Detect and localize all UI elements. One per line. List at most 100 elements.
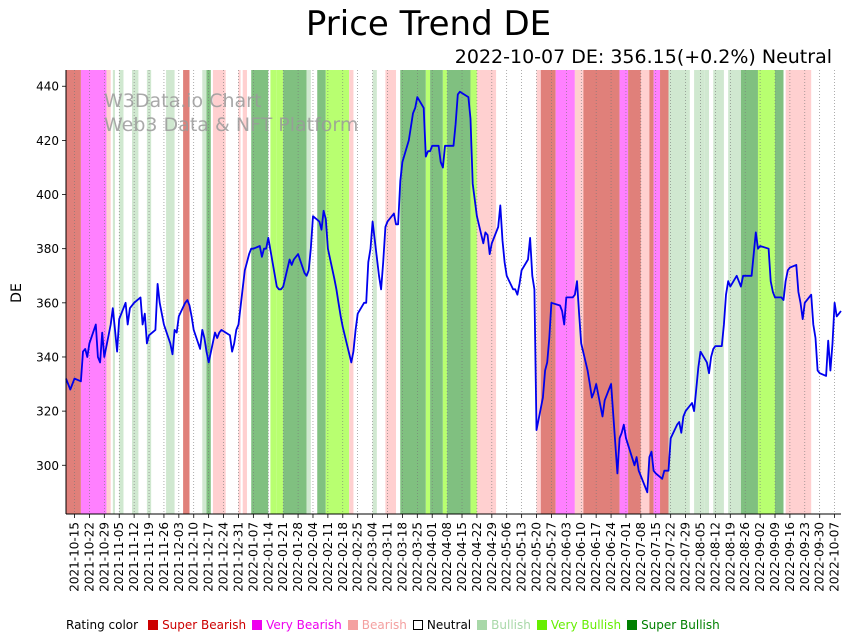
legend-items: Super Bearish Very Bearish Bearish Neutral B… bbox=[148, 618, 726, 632]
band-super-bearish bbox=[583, 70, 620, 514]
band-bearish bbox=[212, 70, 226, 514]
band-very-bullish bbox=[425, 70, 431, 514]
band-bullish bbox=[668, 70, 690, 514]
y-axis-ticks: 300 320 340 360 380 400 420 440 bbox=[36, 80, 66, 473]
legend-swatch bbox=[477, 620, 488, 630]
x-tick-label: 2022-04-01 bbox=[425, 522, 439, 592]
legend-title: Rating color bbox=[66, 618, 139, 632]
band-super-bullish bbox=[774, 70, 784, 514]
legend-item-bearish: Bearish bbox=[347, 618, 407, 632]
band-bullish bbox=[119, 70, 124, 514]
y-tick-label: 440 bbox=[36, 80, 59, 94]
legend-label: Very Bullish bbox=[550, 618, 622, 632]
band-very-bullish bbox=[276, 70, 284, 514]
x-tick-label: 2022-08-05 bbox=[693, 522, 707, 592]
legend-label: Super Bearish bbox=[162, 618, 247, 632]
band-very-bearish bbox=[619, 70, 629, 514]
x-tick-label: 2022-09-16 bbox=[783, 522, 797, 592]
band-bullish bbox=[728, 70, 741, 514]
band-bullish bbox=[112, 70, 115, 514]
price-line bbox=[65, 90, 842, 494]
legend-label: Very Bearish bbox=[266, 618, 342, 632]
band-super-bullish bbox=[430, 70, 443, 514]
legend-label: Bearish bbox=[361, 618, 407, 632]
legend-item-bullish: Bullish bbox=[477, 618, 531, 632]
x-tick-label: 2022-09-09 bbox=[768, 522, 782, 592]
x-tick-label: 2021-11-12 bbox=[127, 522, 141, 592]
x-tick-label: 2022-05-06 bbox=[500, 522, 514, 592]
x-tick-label: 2022-04-15 bbox=[455, 522, 469, 592]
x-tick-label: 2022-06-03 bbox=[559, 522, 573, 592]
x-tick-label: 2022-01-14 bbox=[261, 522, 275, 592]
band-bearish bbox=[106, 70, 111, 514]
x-tick-label: 2022-07-15 bbox=[649, 522, 663, 592]
legend-swatch bbox=[148, 620, 159, 630]
x-tick-label: 2022-08-26 bbox=[738, 522, 752, 592]
band-very-bullish bbox=[757, 70, 775, 514]
x-tick-label: 2021-11-26 bbox=[157, 522, 171, 592]
x-tick-label: 2022-04-08 bbox=[440, 522, 454, 592]
band-bullish bbox=[202, 70, 207, 514]
x-tick-label: 2022-02-18 bbox=[336, 522, 350, 592]
x-tick-label: 2021-11-19 bbox=[142, 522, 156, 592]
y-tick-label: 360 bbox=[36, 296, 59, 310]
x-tick-label: 2021-10-29 bbox=[97, 522, 111, 592]
x-tick-label: 2021-10-22 bbox=[82, 522, 96, 592]
legend-item-super-bearish: Super Bearish bbox=[148, 618, 246, 632]
band-very-bullish bbox=[270, 70, 277, 514]
x-tick-label: 2022-05-27 bbox=[544, 522, 558, 592]
chart-title: Price Trend DE bbox=[305, 4, 552, 44]
x-tick-label: 2022-06-10 bbox=[574, 522, 588, 592]
band-super-bearish bbox=[649, 70, 654, 514]
x-tick-label: 2022-09-23 bbox=[798, 522, 812, 592]
x-tick-label: 2022-03-25 bbox=[410, 522, 424, 592]
vertical-gridlines bbox=[74, 70, 835, 514]
x-tick-label: 2021-11-05 bbox=[112, 522, 126, 592]
band-bullish bbox=[306, 70, 311, 514]
x-tick-label: 2022-03-18 bbox=[395, 522, 409, 592]
x-tick-label: 2022-04-29 bbox=[485, 522, 499, 592]
x-tick-label: 2022-03-11 bbox=[380, 522, 394, 592]
band-bearish bbox=[385, 70, 397, 514]
band-super-bearish bbox=[540, 70, 556, 514]
x-tick-label: 2022-09-02 bbox=[753, 522, 767, 592]
band-bullish bbox=[132, 70, 139, 514]
x-axis-ticks: 2021-10-15 2021-10-22 2021-10-29 2021-11-05… bbox=[68, 514, 842, 592]
band-super-bullish bbox=[317, 70, 326, 514]
band-super-bearish bbox=[660, 70, 669, 514]
x-tick-label: 2022-05-20 bbox=[530, 522, 544, 592]
band-super-bullish bbox=[740, 70, 758, 514]
x-tick-label: 2022-01-28 bbox=[291, 522, 305, 592]
band-bearish bbox=[640, 70, 650, 514]
watermark-line: W3Data.io Chart bbox=[104, 90, 261, 112]
x-tick-label: 2022-01-07 bbox=[246, 522, 260, 592]
x-tick-label: 2022-10-07 bbox=[828, 522, 842, 592]
band-super-bullish bbox=[400, 70, 426, 514]
band-super-bearish bbox=[183, 70, 190, 514]
x-tick-label: 2021-12-31 bbox=[231, 522, 245, 592]
band-very-bearish bbox=[80, 70, 107, 514]
x-tick-label: 2021-12-17 bbox=[202, 522, 216, 592]
y-tick-label: 300 bbox=[36, 459, 59, 473]
rating-legend: Rating color Super Bearish Very Bearish Be… bbox=[66, 617, 726, 633]
band-very-bullish bbox=[442, 70, 448, 514]
x-tick-label: 2022-07-22 bbox=[664, 522, 678, 592]
band-super-bearish bbox=[628, 70, 641, 514]
y-tick-label: 340 bbox=[36, 350, 59, 364]
x-tick-label: 2022-03-04 bbox=[366, 522, 380, 592]
x-tick-label: 2021-12-24 bbox=[217, 522, 231, 592]
band-bullish bbox=[372, 70, 377, 514]
band-bullish bbox=[704, 70, 709, 514]
legend-item-very-bearish: Very Bearish bbox=[252, 618, 342, 632]
band-bearish bbox=[476, 70, 497, 514]
legend-swatch bbox=[347, 620, 358, 630]
y-tick-label: 400 bbox=[36, 188, 59, 202]
band-bearish bbox=[242, 70, 247, 514]
legend-label: Super Bullish bbox=[641, 618, 720, 632]
x-tick-label: 2022-02-04 bbox=[306, 522, 320, 592]
band-bearish bbox=[574, 70, 584, 514]
legend-item-super-bullish: Super Bullish bbox=[627, 618, 720, 632]
x-tick-label: 2022-01-21 bbox=[276, 522, 290, 592]
